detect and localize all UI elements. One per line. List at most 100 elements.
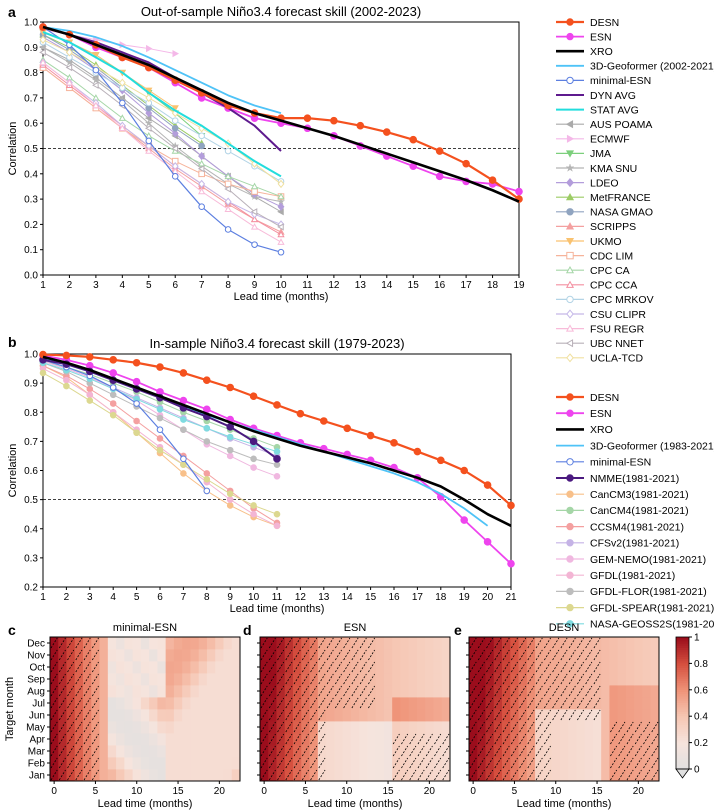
- heatmap-cell: [326, 685, 335, 698]
- significance-hatch: [83, 769, 91, 781]
- data-point: [144, 124, 152, 132]
- significance-hatch: [494, 661, 502, 673]
- significance-hatch: [417, 757, 425, 769]
- heatmap-cell: [74, 649, 84, 662]
- heatmap-cell: [165, 757, 175, 770]
- heatmap-cell: [601, 745, 610, 758]
- heatmap-cell: [140, 697, 150, 710]
- heatmap-cell: [116, 685, 125, 698]
- heatmap-cell: [441, 637, 451, 650]
- heatmap-cell: [375, 745, 385, 758]
- heatmap-cell: [526, 709, 536, 722]
- legend-item: UCLA-TCD: [556, 353, 644, 365]
- significance-hatch: [260, 757, 268, 769]
- y-tick-label: Nov: [27, 651, 45, 662]
- data-point: [224, 172, 232, 180]
- significance-hatch: [277, 721, 285, 733]
- heatmap-cell: [223, 697, 233, 710]
- heatmap-cell: [309, 733, 319, 746]
- legend-label: CFSv2(1981-2021): [590, 538, 679, 550]
- significance-hatch: [577, 697, 584, 709]
- significance-hatch: [469, 697, 477, 709]
- significance-hatch: [434, 757, 442, 769]
- heatmap-cell: [157, 697, 167, 710]
- significance-hatch: [50, 745, 58, 757]
- heatmap-cell: [392, 697, 401, 710]
- heatmap-cell: [510, 769, 519, 782]
- significance-hatch: [651, 745, 659, 757]
- heatmap-cell: [559, 745, 569, 758]
- legend-label: UCLA-TCD: [590, 353, 644, 365]
- heatmap-cell: [477, 673, 486, 686]
- significance-hatch: [494, 769, 502, 781]
- heatmap-cell: [173, 769, 183, 782]
- heatmap-cell: [350, 721, 360, 734]
- colorbar-segment: [676, 714, 689, 717]
- heatmap-cell: [367, 721, 377, 734]
- heatmap-cell: [309, 745, 319, 758]
- heatmap-cell: [383, 709, 393, 722]
- significance-hatch: [67, 721, 75, 733]
- heatmap-cell: [367, 637, 377, 650]
- data-point: [224, 205, 232, 212]
- heatmap-cell: [149, 745, 158, 758]
- heatmap-cell: [367, 733, 377, 746]
- significance-hatch: [425, 745, 433, 757]
- significance-hatch: [442, 769, 450, 781]
- significance-hatch: [50, 757, 58, 769]
- heatmap-cell: [198, 757, 208, 770]
- heatmap-cell: [149, 649, 158, 662]
- heatmap-cell: [116, 769, 125, 782]
- significance-hatch: [50, 661, 58, 673]
- data-point: [226, 496, 234, 503]
- data-point: [296, 409, 305, 418]
- y-tick-label: 0.3: [24, 195, 38, 206]
- significance-hatch: [83, 649, 91, 661]
- heatmap-cell: [650, 649, 660, 662]
- heatmap-cell: [326, 733, 335, 746]
- heatmap-cell: [408, 673, 418, 686]
- heatmap-cell: [425, 721, 434, 734]
- significance-hatch: [618, 721, 626, 733]
- significance-hatch: [285, 673, 293, 685]
- heatmap-cell: [293, 637, 302, 650]
- data-point: [224, 197, 232, 206]
- heatmap-cell: [182, 733, 191, 746]
- data-point: [92, 81, 99, 89]
- significance-hatch: [91, 685, 99, 697]
- heatmap-cell: [634, 733, 643, 746]
- heatmap-cell: [182, 697, 191, 710]
- significance-hatch: [486, 637, 494, 649]
- series-line: [42, 46, 282, 213]
- significance-hatch: [301, 745, 309, 757]
- significance-hatch: [277, 649, 285, 661]
- data-point: [156, 446, 164, 454]
- x-tick-label: 19: [513, 280, 525, 291]
- heatmap-cell: [99, 721, 109, 734]
- significance-hatch: [610, 733, 618, 745]
- significance-hatch: [510, 661, 518, 673]
- heatmap-cell: [400, 745, 410, 758]
- heatmap-cell: [124, 721, 134, 734]
- heatmap-title: minimal-ESN: [113, 622, 177, 634]
- significance-hatch: [91, 637, 99, 649]
- legend-marker: [566, 393, 574, 401]
- heatmap-cell: [58, 709, 67, 722]
- significance-hatch: [502, 721, 510, 733]
- x-tick-label: 15: [172, 786, 184, 797]
- heatmap-cell: [383, 769, 393, 782]
- significance-hatch: [552, 709, 560, 721]
- colorbar-segment: [676, 749, 689, 752]
- significance-hatch: [401, 733, 409, 745]
- heatmap-cell: [301, 685, 310, 698]
- significance-hatch: [560, 709, 568, 721]
- legend-marker: [565, 237, 575, 246]
- heatmap-cell: [223, 769, 233, 782]
- heatmap-cell: [83, 637, 92, 650]
- series-ubc-nnet: [39, 48, 284, 231]
- heatmap-cell: [441, 733, 451, 746]
- heatmap-cell: [50, 721, 59, 734]
- heatmap-cell: [58, 745, 67, 758]
- heatmap-cell: [601, 733, 610, 746]
- data-point: [198, 203, 205, 210]
